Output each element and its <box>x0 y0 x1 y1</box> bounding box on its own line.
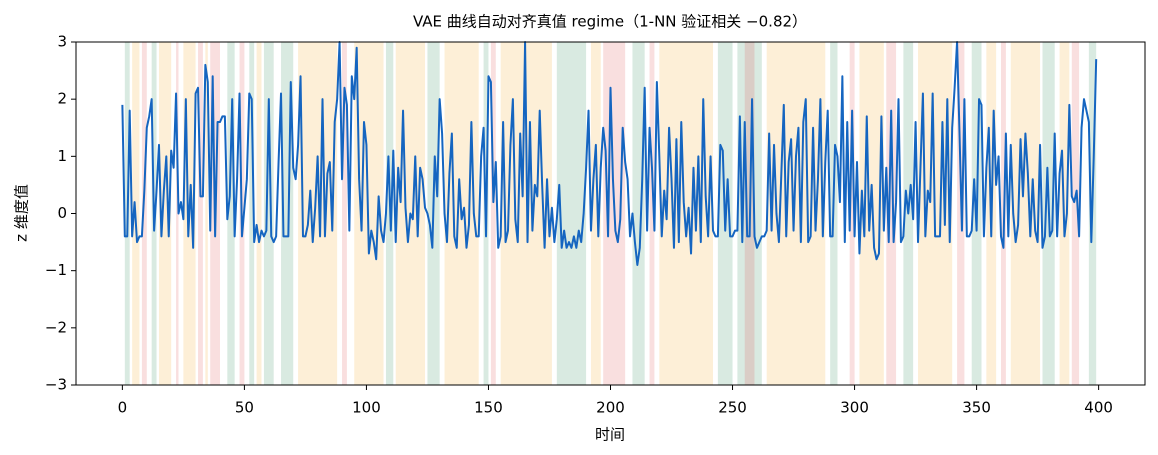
regime-span <box>141 42 147 385</box>
regime-span <box>886 42 897 385</box>
regime-span <box>490 42 496 385</box>
regime-span <box>849 42 855 385</box>
regime-span <box>556 42 587 385</box>
x-tick-label: 0 <box>118 399 128 417</box>
x-tick-label: 400 <box>1084 399 1113 417</box>
regime-span <box>249 42 255 385</box>
x-tick-label: 200 <box>596 399 625 417</box>
regime-span <box>205 42 208 385</box>
x-tick-label: 250 <box>718 399 747 417</box>
y-axis-label: z 维度值 <box>13 184 31 242</box>
y-tick-label: −2 <box>45 318 67 336</box>
data-line <box>121 41 1098 266</box>
regime-span <box>158 42 172 385</box>
chart-title: VAE 曲线自动对齐真值 regime（1-NN 验证相关 −0.82） <box>413 13 807 31</box>
x-tick-label: 100 <box>352 399 381 417</box>
y-tick-label: −3 <box>45 376 67 394</box>
y-tick-label: −1 <box>45 261 67 279</box>
y-tick-label: 3 <box>57 33 67 51</box>
regime-span <box>263 42 274 385</box>
x-axis-label: 时间 <box>595 426 625 444</box>
y-tick-label: 1 <box>57 147 67 165</box>
regime-span <box>590 42 601 385</box>
x-tick-label: 300 <box>840 399 869 417</box>
regime-span <box>1010 42 1041 385</box>
regime-span <box>256 42 262 385</box>
regime-span <box>298 42 338 385</box>
y-tick-label: 2 <box>57 90 67 108</box>
regime-span <box>632 42 645 385</box>
x-tick-label: 350 <box>962 399 991 417</box>
plot-area <box>121 41 1098 266</box>
y-tick-label: 0 <box>57 204 67 222</box>
regime-span <box>1071 42 1080 385</box>
regime-span <box>198 42 203 385</box>
regime-span <box>227 42 235 385</box>
x-tick-label: 50 <box>235 399 254 417</box>
regime-span <box>342 42 347 385</box>
regime-span <box>176 42 179 385</box>
regime-span <box>649 42 655 385</box>
x-tick-label: 150 <box>474 399 503 417</box>
